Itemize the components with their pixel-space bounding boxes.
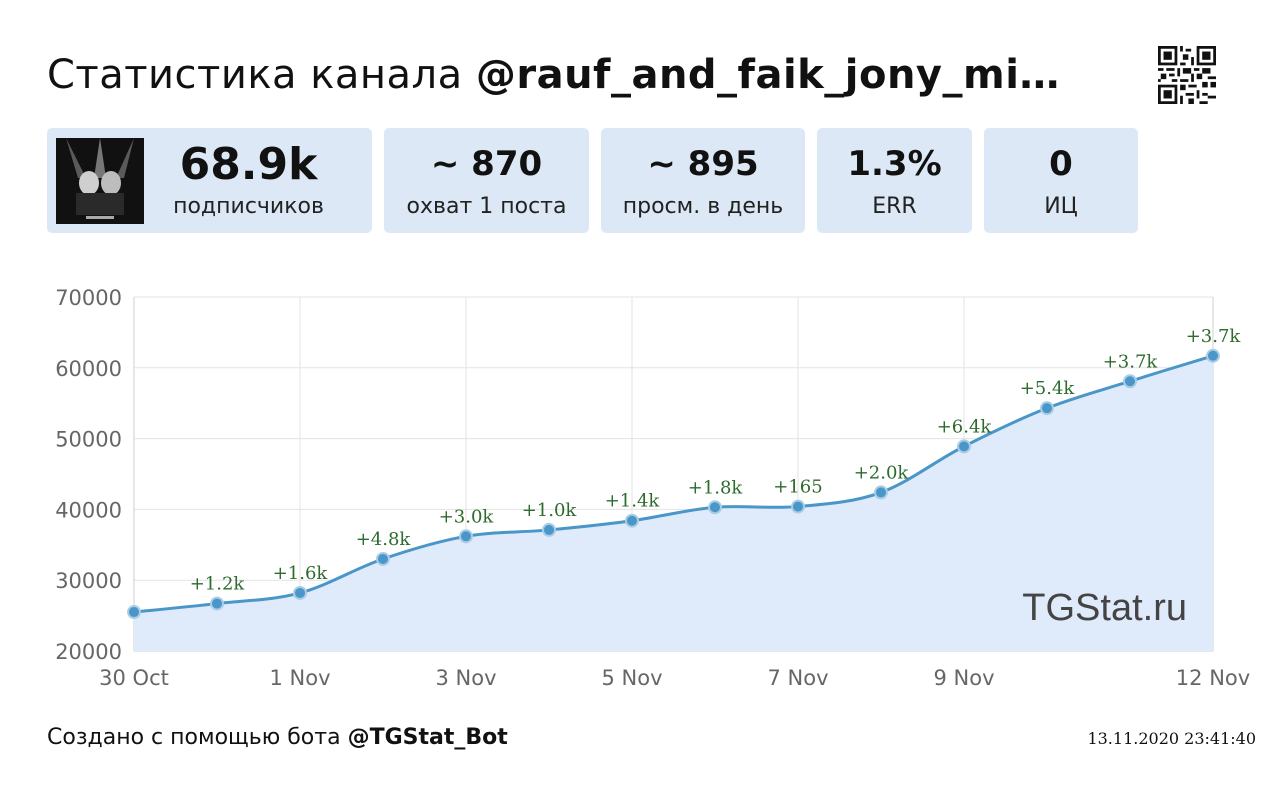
data-point — [376, 551, 390, 566]
x-tick-label: 3 Nov — [435, 666, 496, 690]
y-tick-label: 50000 — [55, 428, 122, 452]
data-point — [1040, 401, 1054, 416]
series-area — [134, 355, 1213, 651]
footer-credit: Создано с помощью бота @TGStat_Bot — [47, 725, 508, 750]
data-point — [210, 596, 224, 611]
x-tick-label: 7 Nov — [767, 666, 828, 690]
data-point — [542, 522, 556, 537]
data-point — [1123, 374, 1137, 389]
x-tick-label: 1 Nov — [269, 666, 330, 690]
y-tick-label: 20000 — [55, 640, 122, 664]
data-point — [127, 605, 141, 620]
title-prefix: Статистика канала — [47, 52, 463, 98]
data-label: +1.8k — [688, 477, 744, 498]
data-label: +1.6k — [273, 563, 329, 584]
series-line — [133, 354, 1214, 614]
stat-card-reach: ~ 870 охват 1 поста — [384, 128, 589, 233]
subscribers-chart: 20000 30000 40000 50000 60000 70000 30 Oct 1 No… — [55, 286, 1250, 690]
data-label: +3.0k — [439, 506, 495, 527]
channel-avatar — [56, 138, 144, 224]
stat-card-err: 1.3% ERR — [817, 128, 972, 233]
data-point — [708, 500, 722, 515]
x-tick-label: 9 Nov — [933, 666, 994, 690]
page-title: Статистика канала @rauf_and_faik_jony_mi… — [47, 52, 1060, 98]
bot-link[interactable]: @TGStat_Bot — [347, 725, 508, 750]
x-tick-label: 30 Oct — [99, 666, 169, 690]
data-label: +4.8k — [356, 529, 412, 550]
qr-code-icon — [1158, 46, 1216, 104]
y-tick-label: 40000 — [55, 498, 122, 522]
reach-value: ~ 870 — [430, 144, 543, 184]
stat-card-citation-index: 0 ИЦ — [984, 128, 1138, 233]
data-point — [1206, 348, 1220, 363]
data-point — [459, 529, 473, 544]
x-tick-label: 12 Nov — [1176, 666, 1250, 690]
data-label: +1.0k — [522, 500, 578, 521]
data-label: +5.4k — [1020, 378, 1076, 399]
citation-index-label: ИЦ — [1044, 194, 1078, 219]
data-label: +3.7k — [1103, 351, 1159, 372]
daily-views-value: ~ 895 — [647, 144, 759, 184]
x-tick-label: 5 Nov — [601, 666, 662, 690]
data-label: +165 — [773, 477, 822, 498]
err-label: ERR — [872, 194, 917, 219]
watermark: TGStat.ru — [1022, 587, 1187, 629]
data-label: +3.7k — [1186, 326, 1242, 347]
data-point — [293, 585, 307, 600]
subscribers-value: 68.9k — [179, 139, 318, 190]
data-label: +2.0k — [854, 462, 910, 483]
citation-index-value: 0 — [1049, 144, 1073, 184]
stat-card-subscribers: 68.9k подписчиков — [47, 128, 372, 233]
footer-prefix: Создано с помощью бота — [47, 725, 341, 750]
data-point — [874, 485, 888, 500]
err-value: 1.3% — [847, 144, 942, 184]
data-point — [625, 513, 639, 528]
data-point — [957, 439, 971, 454]
stat-card-daily-views: ~ 895 просм. в день — [601, 128, 805, 233]
y-tick-label: 70000 — [55, 286, 122, 310]
generated-timestamp: 13.11.2020 23:41:40 — [1087, 729, 1256, 748]
y-tick-label: 30000 — [55, 569, 122, 593]
data-label: +1.2k — [190, 574, 246, 595]
data-label: +1.4k — [605, 491, 661, 512]
data-label: +6.4k — [937, 416, 993, 437]
data-point — [791, 499, 805, 514]
y-tick-label: 60000 — [55, 357, 122, 381]
subscribers-label: подписчиков — [173, 194, 324, 219]
channel-name[interactable]: @rauf_and_faik_jony_mi… — [475, 52, 1060, 98]
reach-label: охват 1 поста — [406, 194, 567, 219]
daily-views-label: просм. в день — [622, 194, 784, 219]
